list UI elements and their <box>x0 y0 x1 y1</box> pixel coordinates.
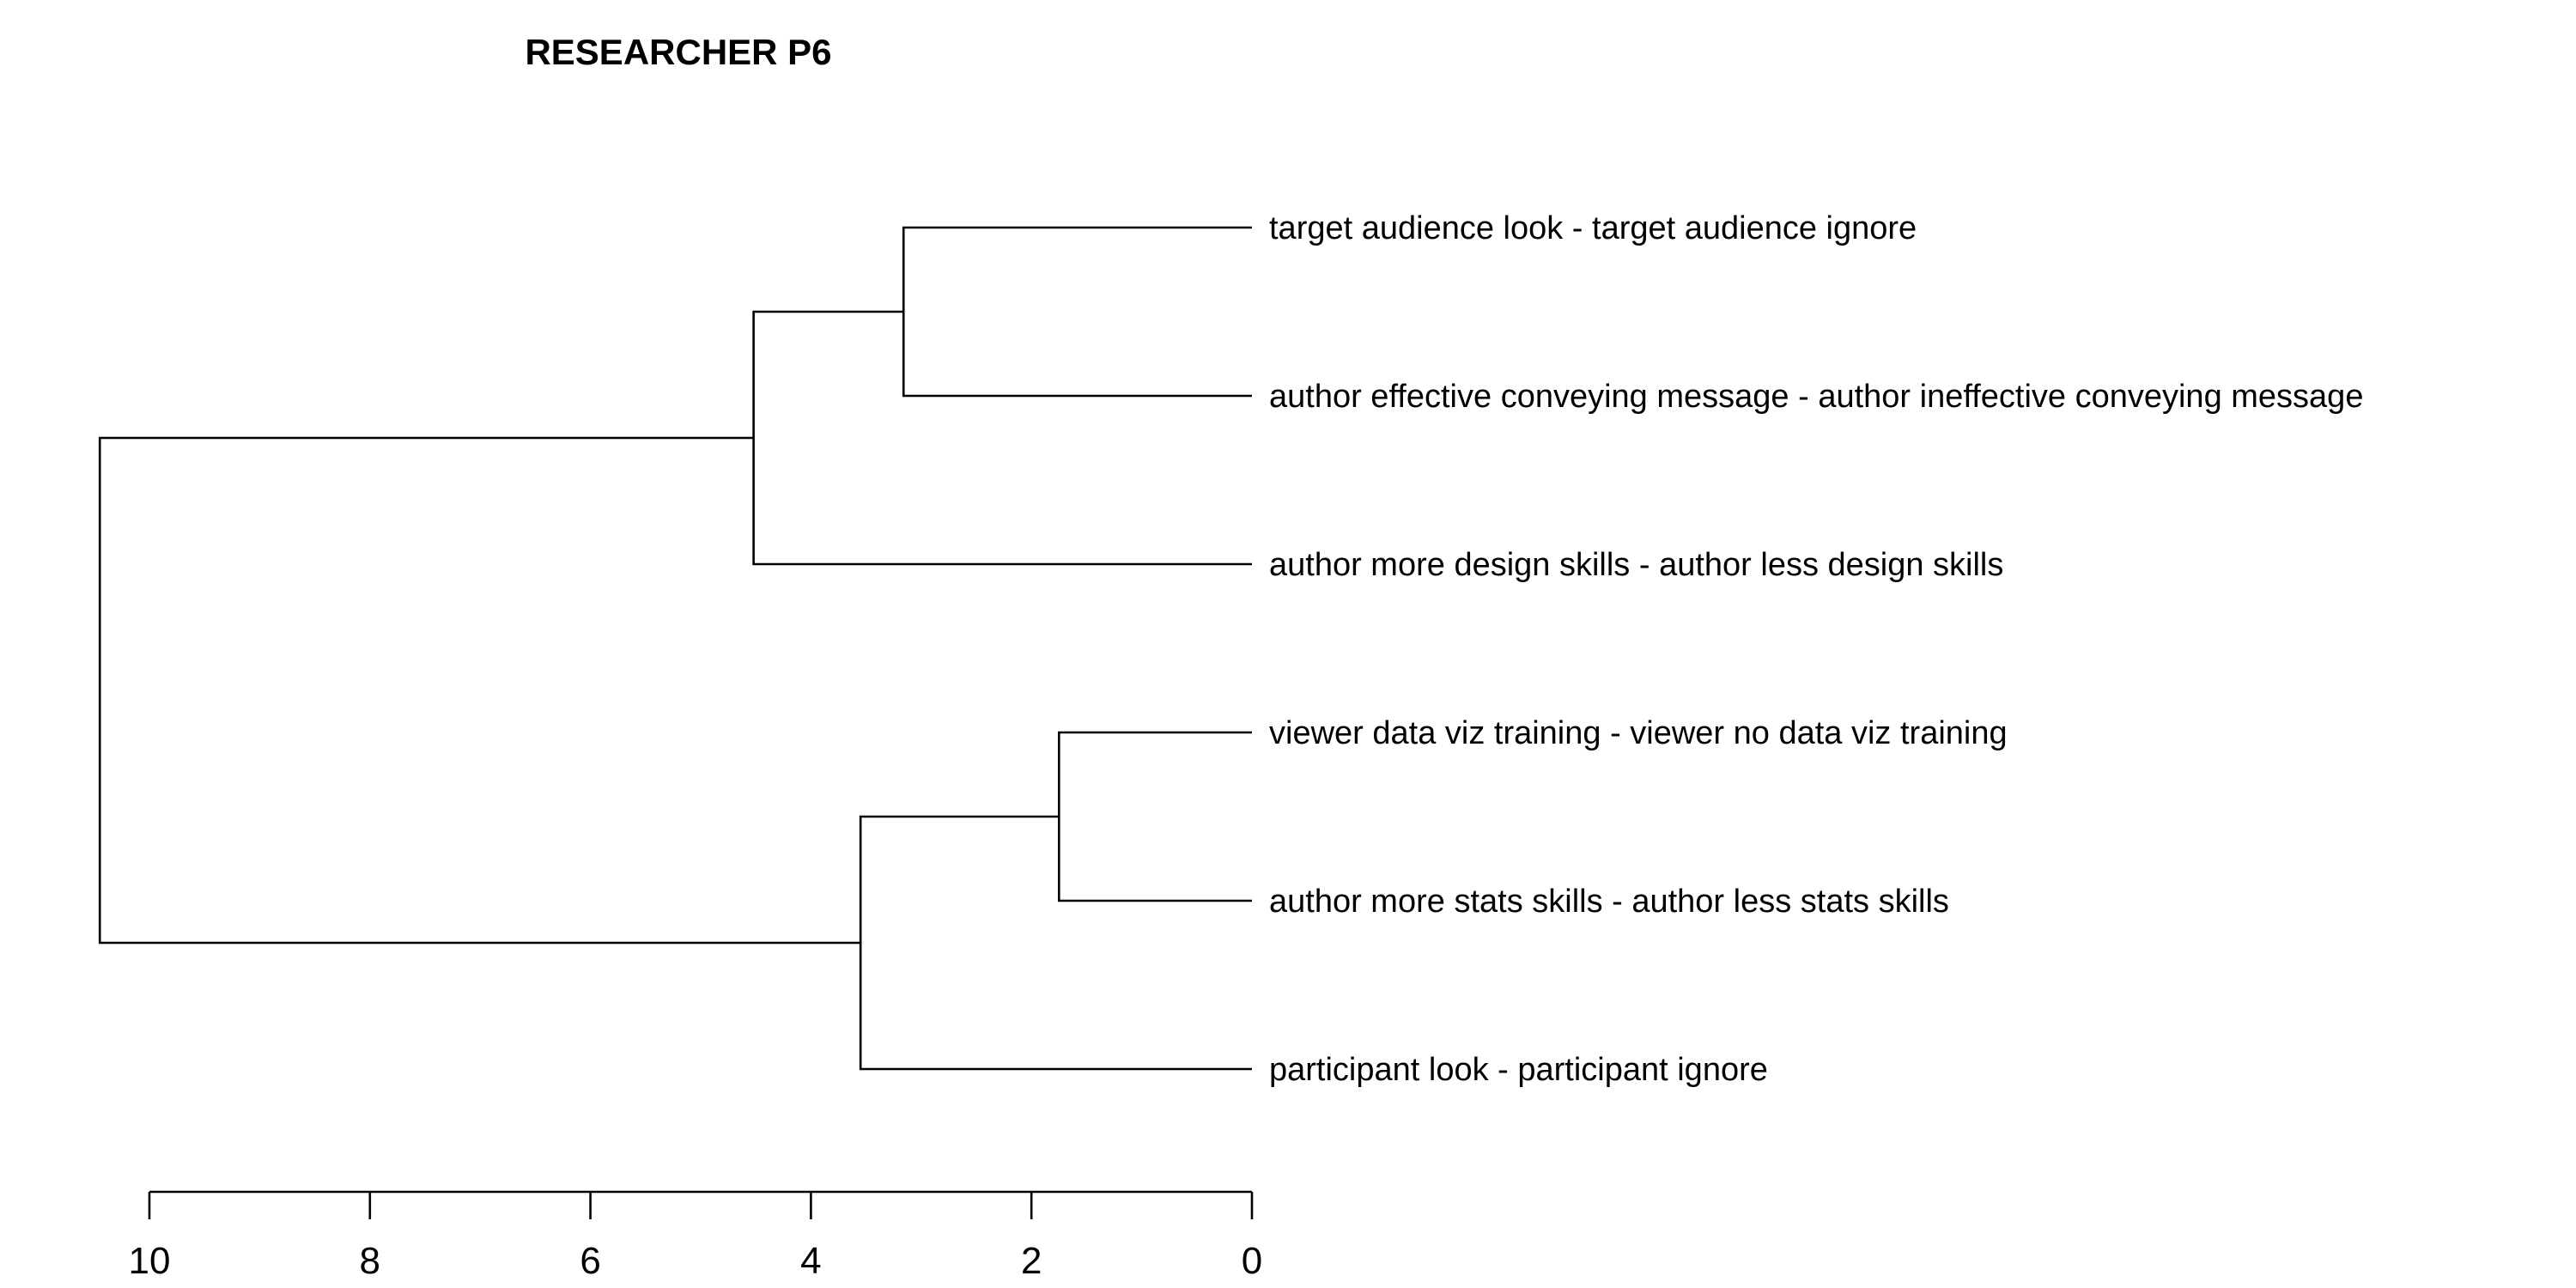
leaf-labels: target audience look - target audience i… <box>1269 210 2363 1088</box>
leaf-label: author more stats skills - author less s… <box>1269 884 1949 920</box>
chart-title: RESEARCHER P6 <box>525 32 831 72</box>
x-tick-label: 6 <box>580 1240 600 1282</box>
merge-branch-c <box>1058 731 1252 902</box>
x-tick-label: 10 <box>129 1240 171 1282</box>
leaf-label: author more design skills - author less … <box>1269 547 2003 583</box>
merge-branch-b <box>752 310 1252 566</box>
x-tick-label: 0 <box>1242 1240 1262 1282</box>
dendrogram-branches <box>98 226 1252 1071</box>
leaf-label: target audience look - target audience i… <box>1269 210 1917 246</box>
merge-branch-d <box>859 815 1252 1071</box>
x-tick-label: 4 <box>800 1240 821 1282</box>
merge-branch-e <box>98 436 861 945</box>
leaf-label: author effective conveying message - aut… <box>1269 379 2363 415</box>
x-tick-label: 2 <box>1021 1240 1042 1282</box>
leaf-label: viewer data viz training - viewer no dat… <box>1269 715 2008 751</box>
merge-branch-a <box>902 226 1252 398</box>
leaf-label: participant look - participant ignore <box>1269 1052 1768 1088</box>
x-tick-label: 8 <box>360 1240 380 1282</box>
x-axis: 10 8 6 4 2 0 <box>129 1190 1262 1282</box>
